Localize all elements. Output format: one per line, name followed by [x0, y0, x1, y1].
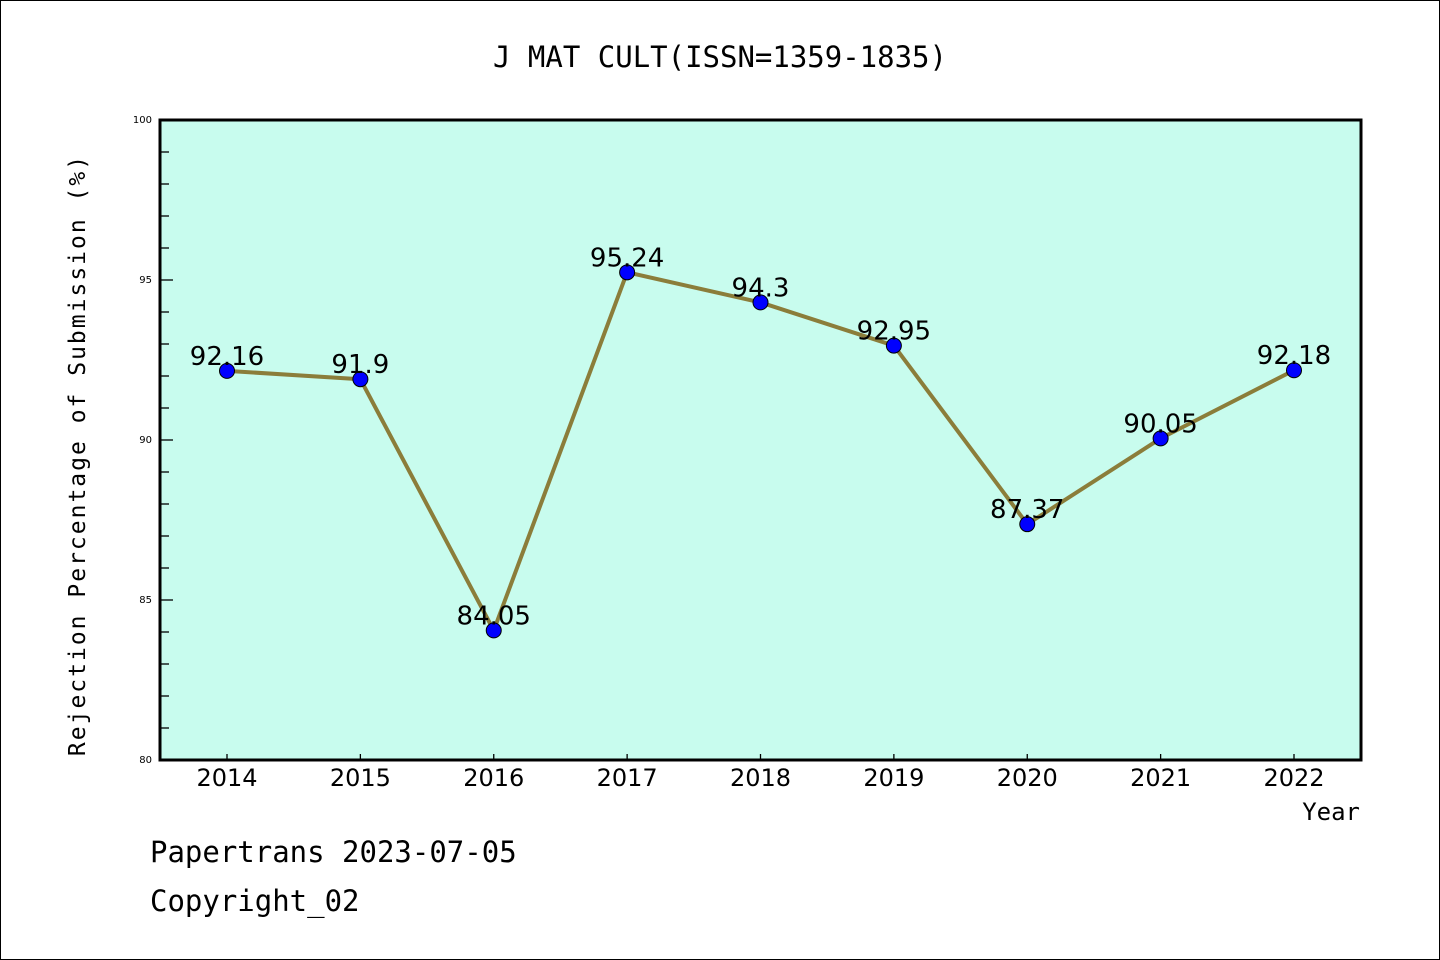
data-label: 94.3 — [732, 273, 790, 303]
data-point — [1019, 516, 1036, 533]
y-tick-label: 90 — [139, 435, 152, 446]
data-label: 91.9 — [331, 350, 389, 380]
data-label: 87.37 — [990, 495, 1064, 525]
data-label: 92.16 — [190, 342, 264, 372]
data-label: 92.95 — [857, 317, 931, 347]
plot-area — [160, 120, 1361, 760]
footer-copyright: Copyright_02 — [150, 884, 360, 918]
data-label: 95.24 — [590, 243, 664, 273]
x-tick-label: 2018 — [730, 764, 791, 792]
data-point — [1286, 362, 1302, 379]
chart-title: J MAT CULT(ISSN=1359-1835) — [493, 40, 947, 74]
x-tick-label: 2016 — [463, 764, 524, 792]
x-tick-label: 2021 — [1130, 764, 1191, 792]
data-point — [885, 337, 902, 354]
x-tick-label: 2017 — [597, 764, 658, 792]
x-tick-label: 2022 — [1263, 764, 1324, 792]
data-point — [1152, 430, 1169, 447]
data-point — [219, 362, 235, 379]
data-label: 90.05 — [1123, 409, 1197, 439]
y-tick-label: 85 — [139, 595, 152, 606]
data-point — [752, 294, 769, 311]
x-tick-label: 2020 — [997, 764, 1058, 792]
y-axis-label: Rejection Percentage of Submission (%) — [65, 154, 91, 756]
footer-date: Papertrans 2023-07-05 — [150, 835, 517, 869]
x-tick-label: 2015 — [330, 764, 391, 792]
data-point — [352, 371, 369, 388]
data-point — [485, 622, 502, 639]
x-tick-label: 2019 — [863, 764, 924, 792]
data-point — [619, 264, 636, 281]
plot-border — [158, 118, 1363, 762]
data-label: 84.05 — [457, 601, 531, 631]
y-tick-label: 80 — [139, 755, 152, 766]
y-tick-label: 100 — [133, 115, 152, 126]
y-tick-label: 95 — [139, 275, 152, 286]
x-axis-label: Year — [1302, 798, 1360, 826]
data-label: 92.18 — [1257, 341, 1331, 371]
x-tick-label: 2014 — [196, 764, 257, 792]
